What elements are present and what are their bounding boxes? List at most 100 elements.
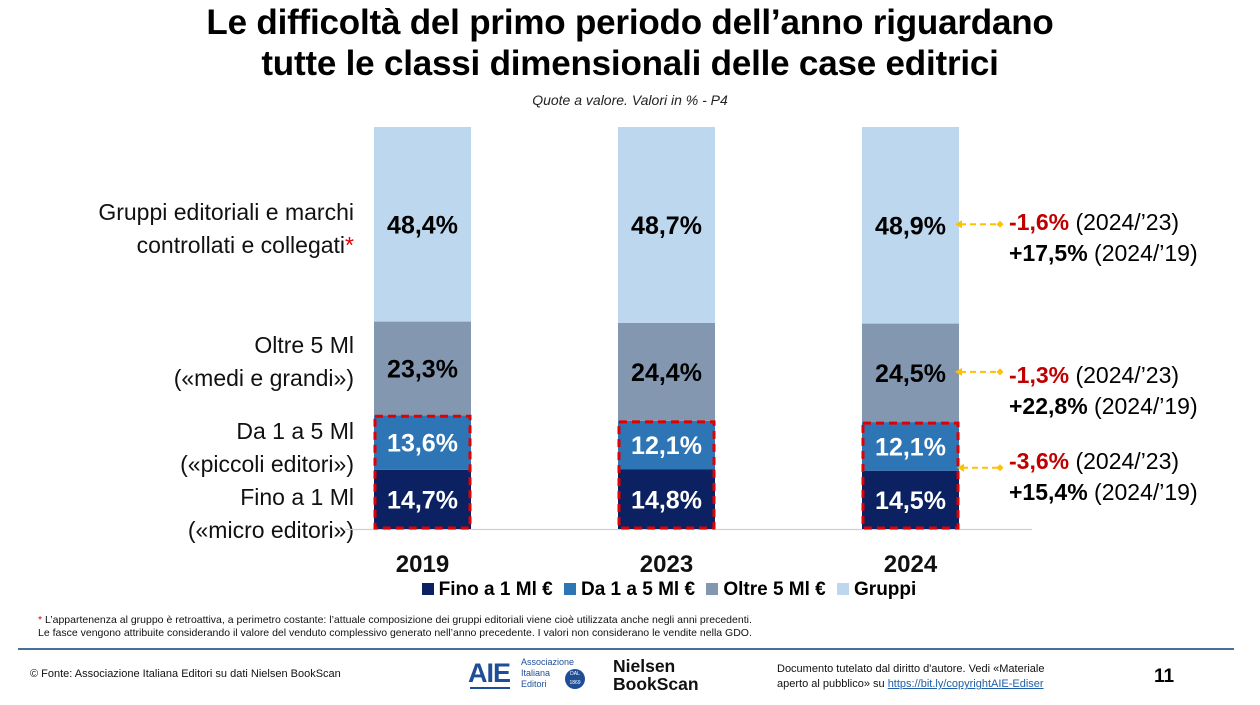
data-label: 48,7%	[631, 212, 702, 240]
highlight-box	[861, 421, 960, 530]
category-label-da: Da 1 a 5 Ml («piccoli editori»)	[180, 415, 354, 481]
aie-badge-line2: 1869	[569, 680, 581, 686]
change-vs-2023: -1,6%	[1009, 209, 1070, 235]
footnote-star: *	[38, 614, 43, 626]
connector-arrowhead-icon	[957, 463, 964, 472]
legend-swatch	[837, 583, 850, 595]
legend-swatch	[563, 583, 576, 595]
category-label-oltre-line2: («medi e grandi»)	[173, 365, 354, 391]
category-label-gruppi: Gruppi editoriali e marchi controllati e…	[98, 196, 354, 262]
data-label: 24,4%	[631, 359, 702, 387]
aie-badge-icon: DAL 1869	[565, 669, 585, 689]
data-label: 23,3%	[387, 355, 458, 383]
category-label-oltre: Oltre 5 Ml («medi e grandi»)	[174, 329, 354, 395]
connector-diamond-icon	[996, 464, 1004, 472]
category-label-gruppi-line2: controllati e collegati*	[98, 229, 354, 262]
legend-swatch	[706, 583, 719, 595]
bar-segment-2024-1	[862, 422, 959, 471]
bar-segment-2019-3	[374, 127, 471, 322]
legend-label: Fino a 1 Ml €	[438, 579, 553, 600]
bar-segment-2023-1	[618, 420, 715, 470]
category-label-fino-line1: Fino a 1 Ml	[240, 484, 354, 510]
bar-segment-2019-2	[374, 321, 471, 416]
bar-segment-2024-3	[862, 127, 959, 324]
x-tick-label: 2023	[640, 551, 693, 578]
bar-segment-2019-0	[374, 469, 471, 529]
footnote-line-2: Le fasce vengono attribuite considerando…	[38, 626, 752, 639]
chart-subtitle: Quote a valore. Valori in % - P4	[532, 92, 728, 108]
legend-label: Da 1 a 5 Ml €	[580, 579, 696, 600]
aie-logo-text: Associazione Italiana Editori	[521, 657, 574, 690]
legend-item-oltre: Oltre 5 Ml €	[706, 579, 826, 601]
copyright-notice: Documento tutelato dal diritto d'autore.…	[777, 662, 1044, 692]
connector-arrowhead-icon	[955, 220, 962, 229]
bar-segment-2023-0	[618, 469, 715, 529]
connector-diamond-icon	[996, 368, 1004, 376]
copyright-line-2: aperto al pubblico» su	[777, 678, 888, 690]
period-label: (2024/’19)	[1094, 240, 1198, 266]
period-label: (2024/’23)	[1075, 209, 1180, 235]
bar-segment-2024-0	[862, 470, 959, 529]
aie-line2: Italiana	[521, 668, 551, 678]
aie-badge-line1: DAL	[570, 671, 580, 677]
category-label-oltre-line1: Oltre 5 Ml	[254, 332, 354, 358]
highlight-box	[373, 414, 472, 530]
change-vs-2019: +17,5%	[1009, 240, 1088, 266]
change-vs-2019: +15,4%	[1009, 479, 1088, 505]
x-tick-label: 2019	[396, 551, 449, 578]
data-label: 12,1%	[631, 432, 702, 460]
page-number: 11	[1154, 666, 1175, 687]
bar-segment-2024-2	[862, 323, 959, 423]
annotation-fino-5: -3,6% (2024/’23) +15,4% (2024/’19)	[1009, 446, 1198, 508]
chart-legend: Fino a 1 Ml € Da 1 a 5 Ml € Oltre 5 Ml €…	[0, 579, 1260, 601]
source-text: © Fonte: Associazione Italiana Editori s…	[30, 668, 341, 680]
copyright-line-1: Documento tutelato dal diritto d'autore.…	[777, 663, 1045, 675]
data-label: 24,5%	[875, 360, 946, 388]
annotation-oltre: -1,3% (2024/’23) +22,8% (2024/’19)	[1009, 360, 1198, 422]
aie-line1: Associazione	[521, 657, 575, 667]
title-line-1: Le difficoltà del primo periodo dell’ann…	[206, 3, 1054, 42]
x-tick-label: 2024	[884, 551, 938, 578]
category-label-gruppi-line1: Gruppi editoriali e marchi	[98, 199, 354, 225]
footnote: * L’appartenenza al gruppo è retroattiva…	[38, 614, 752, 639]
legend-item-fino: Fino a 1 Ml €	[421, 579, 553, 601]
title-line-2: tutte le classi dimensionali delle case …	[261, 44, 999, 83]
footer-divider	[18, 648, 1234, 650]
change-vs-2023: -1,3%	[1009, 362, 1070, 388]
category-label-da-line1: Da 1 a 5 Ml	[236, 418, 354, 444]
connector-arrowhead-icon	[955, 367, 962, 376]
connector-diamond-icon	[996, 220, 1004, 228]
legend-item-da: Da 1 a 5 Ml €	[563, 579, 696, 601]
legend-swatch	[421, 583, 434, 595]
annotation-gruppi: -1,6% (2024/’23) +17,5% (2024/’19)	[1009, 207, 1198, 269]
aie-logo-mark: AIE	[468, 658, 511, 688]
data-label: 13,6%	[387, 430, 458, 458]
period-label: (2024/’19)	[1094, 479, 1198, 505]
change-vs-2023: -3,6%	[1009, 448, 1070, 474]
nielsen-line1: Nielsen	[613, 656, 676, 676]
footnote-star: *	[345, 232, 354, 258]
legend-label: Gruppi	[854, 579, 917, 600]
data-label: 12,1%	[875, 433, 946, 461]
period-label: (2024/’23)	[1075, 448, 1180, 474]
change-vs-2019: +22,8%	[1009, 393, 1088, 419]
category-label-gruppi-text: controllati e collegati	[136, 232, 346, 258]
aie-logo-underline	[470, 687, 510, 689]
data-label: 14,8%	[631, 486, 702, 514]
nielsen-line2: BookScan	[613, 674, 699, 694]
copyright-link[interactable]: https://bit.ly/copyrightAIE-Ediser	[887, 678, 1044, 690]
bar-segment-2019-1	[374, 415, 471, 470]
category-label-fino: Fino a 1 Ml («micro editori»)	[188, 481, 354, 547]
bar-segment-2023-3	[618, 127, 715, 323]
legend-item-gruppi: Gruppi	[837, 579, 916, 601]
period-label: (2024/’19)	[1094, 393, 1198, 419]
legend-label: Oltre 5 Ml €	[723, 579, 826, 600]
data-label: 48,9%	[875, 212, 946, 240]
period-label: (2024/’23)	[1075, 362, 1180, 388]
footnote-line-1: L’appartenenza al gruppo è retroattiva, …	[42, 614, 752, 626]
nielsen-bookscan-logo: Nielsen BookScan	[613, 657, 699, 693]
data-label: 14,5%	[875, 487, 946, 515]
page-title: Le difficoltà del primo periodo dell’ann…	[0, 2, 1260, 84]
highlight-box	[617, 420, 716, 530]
